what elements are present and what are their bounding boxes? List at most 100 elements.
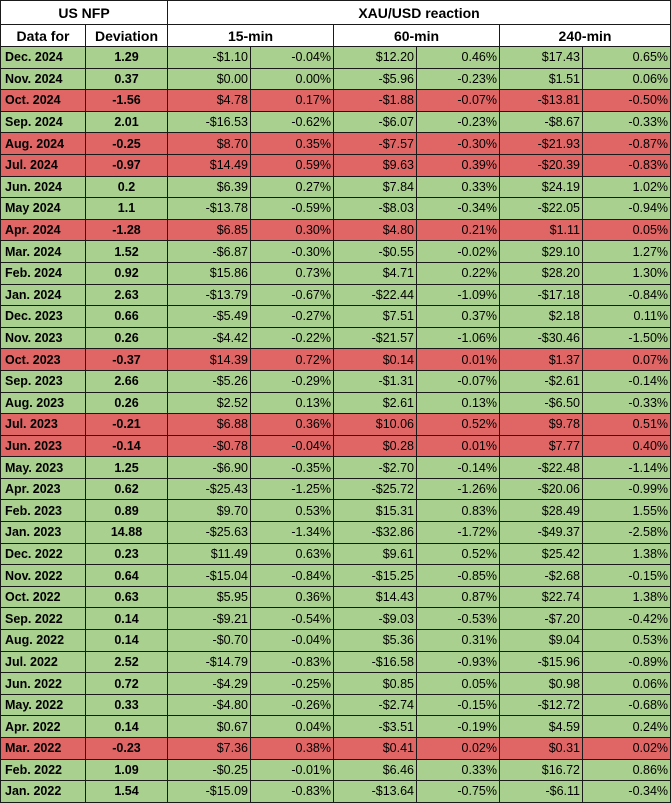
cell-15min-change: -$4.42 bbox=[167, 326, 251, 350]
cell-240min-percent: -0.68% bbox=[581, 693, 671, 717]
cell-15min-change: -$1.10 bbox=[167, 46, 251, 69]
cell-date: Sep. 2024 bbox=[0, 110, 86, 134]
cell-240min-percent: 0.53% bbox=[581, 629, 671, 652]
cell-60min-change: -$8.03 bbox=[333, 197, 417, 220]
cell-15min-change: $15.86 bbox=[167, 261, 251, 285]
cell-15min-change: -$13.78 bbox=[167, 197, 251, 220]
cell-60min-percent: -1.09% bbox=[416, 283, 500, 307]
table-row: Jun. 2023 -0.14 -$0.78 -0.04% $0.28 0.01% $7.7… bbox=[0, 434, 671, 458]
cell-deviation: 0.66 bbox=[85, 305, 168, 328]
cell-date: Jan. 2022 bbox=[0, 780, 86, 803]
cell-deviation: 0.92 bbox=[85, 261, 168, 285]
cell-15min-change: $14.39 bbox=[167, 348, 251, 371]
header-row-columns: Data for Deviation 15-min 60-min 240-min bbox=[0, 24, 671, 47]
cell-60min-change: -$2.74 bbox=[333, 693, 417, 717]
cell-60min-percent: 0.52% bbox=[416, 413, 500, 436]
cell-240min-change: $2.18 bbox=[499, 305, 583, 328]
cell-15min-percent: 0.72% bbox=[250, 348, 334, 371]
table-body: Dec. 2024 1.29 -$1.10 -0.04% $12.20 0.46% $17.… bbox=[0, 46, 671, 803]
col-header-date: Data for bbox=[0, 24, 86, 47]
cell-60min-change: $10.06 bbox=[333, 413, 417, 436]
cell-240min-change: $0.31 bbox=[499, 737, 583, 760]
cell-date: May. 2022 bbox=[0, 693, 86, 717]
cell-240min-percent: 1.27% bbox=[581, 240, 671, 263]
cell-240min-percent: 0.40% bbox=[581, 434, 671, 458]
cell-date: Mar. 2022 bbox=[0, 737, 86, 760]
cell-15min-change: -$5.26 bbox=[167, 369, 251, 393]
cell-240min-change: $17.43 bbox=[499, 46, 583, 69]
cell-240min-percent: 1.38% bbox=[581, 585, 671, 609]
cell-60min-percent: -0.75% bbox=[416, 780, 500, 803]
cell-240min-change: $1.11 bbox=[499, 218, 583, 242]
cell-240min-percent: 0.07% bbox=[581, 348, 671, 371]
cell-15min-percent: -0.01% bbox=[250, 758, 334, 782]
cell-15min-change: $2.52 bbox=[167, 391, 251, 415]
cell-date: Aug. 2022 bbox=[0, 629, 86, 652]
cell-date: Jul. 2023 bbox=[0, 413, 86, 436]
cell-240min-change: $28.20 bbox=[499, 261, 583, 285]
cell-deviation: 1.09 bbox=[85, 758, 168, 782]
cell-15min-change: -$5.49 bbox=[167, 305, 251, 328]
cell-240min-change: -$49.37 bbox=[499, 521, 583, 544]
cell-15min-change: -$0.25 bbox=[167, 758, 251, 782]
cell-60min-change: -$5.96 bbox=[333, 67, 417, 91]
cell-date: Dec. 2023 bbox=[0, 305, 86, 328]
cell-date: Jul. 2024 bbox=[0, 153, 86, 177]
cell-deviation: 2.52 bbox=[85, 650, 168, 674]
cell-60min-percent: -0.19% bbox=[416, 715, 500, 738]
cell-60min-change: -$21.57 bbox=[333, 326, 417, 350]
cell-240min-percent: 0.86% bbox=[581, 758, 671, 782]
cell-240min-change: $7.77 bbox=[499, 434, 583, 458]
cell-15min-percent: 0.53% bbox=[250, 499, 334, 523]
cell-60min-change: -$7.57 bbox=[333, 132, 417, 155]
cell-15min-change: $4.78 bbox=[167, 89, 251, 112]
cell-60min-percent: 0.37% bbox=[416, 305, 500, 328]
cell-240min-change: -$6.11 bbox=[499, 780, 583, 803]
cell-60min-percent: 0.02% bbox=[416, 737, 500, 760]
cell-60min-percent: -1.72% bbox=[416, 521, 500, 544]
cell-15min-percent: -0.84% bbox=[250, 564, 334, 587]
table-row: Sep. 2023 2.66 -$5.26 -0.29% -$1.31 -0.07% -$2… bbox=[0, 369, 671, 393]
cell-15min-change: -$15.09 bbox=[167, 780, 251, 803]
cell-240min-change: $16.72 bbox=[499, 758, 583, 782]
cell-240min-change: $25.42 bbox=[499, 542, 583, 566]
cell-date: Dec. 2024 bbox=[0, 46, 86, 69]
cell-deviation: -1.56 bbox=[85, 89, 168, 112]
cell-deviation: 2.01 bbox=[85, 110, 168, 134]
cell-240min-percent: -1.50% bbox=[581, 326, 671, 350]
cell-15min-percent: 0.27% bbox=[250, 175, 334, 199]
table-row: Nov. 2024 0.37 $0.00 0.00% -$5.96 -0.23% $1.51… bbox=[0, 67, 671, 91]
cell-deviation: 1.52 bbox=[85, 240, 168, 263]
cell-60min-change: $0.28 bbox=[333, 434, 417, 458]
table-row: Aug. 2023 0.26 $2.52 0.13% $2.61 0.13% -$6.50-… bbox=[0, 391, 671, 415]
cell-60min-change: -$15.25 bbox=[333, 564, 417, 587]
cell-240min-percent: -0.33% bbox=[581, 110, 671, 134]
cell-date: Nov. 2022 bbox=[0, 564, 86, 587]
cell-240min-change: -$17.18 bbox=[499, 283, 583, 307]
cell-15min-percent: 0.73% bbox=[250, 261, 334, 285]
table-row: May. 2023 1.25 -$6.90 -0.35% -$2.70 -0.14% -$2… bbox=[0, 456, 671, 479]
cell-240min-change: -$20.39 bbox=[499, 153, 583, 177]
cell-date: Aug. 2024 bbox=[0, 132, 86, 155]
cell-deviation: 0.14 bbox=[85, 629, 168, 652]
table-row: Jul. 2024 -0.97 $14.49 0.59% $9.63 0.39% -$20.… bbox=[0, 153, 671, 177]
cell-deviation: 1.25 bbox=[85, 456, 168, 479]
cell-15min-change: -$14.79 bbox=[167, 650, 251, 674]
cell-240min-change: -$22.05 bbox=[499, 197, 583, 220]
cell-60min-percent: -1.06% bbox=[416, 326, 500, 350]
cell-60min-percent: -0.34% bbox=[416, 197, 500, 220]
cell-date: Nov. 2024 bbox=[0, 67, 86, 91]
cell-15min-change: -$9.21 bbox=[167, 607, 251, 631]
cell-240min-percent: -0.94% bbox=[581, 197, 671, 220]
cell-15min-change: -$0.78 bbox=[167, 434, 251, 458]
cell-deviation: 0.14 bbox=[85, 607, 168, 631]
cell-240min-change: $9.04 bbox=[499, 629, 583, 652]
cell-60min-change: $14.43 bbox=[333, 585, 417, 609]
table-row: Feb. 2024 0.92 $15.86 0.73% $4.71 0.22% $28.20… bbox=[0, 261, 671, 285]
cell-240min-change: $0.98 bbox=[499, 672, 583, 695]
cell-60min-change: -$6.07 bbox=[333, 110, 417, 134]
cell-240min-change: -$7.20 bbox=[499, 607, 583, 631]
cell-60min-percent: -1.26% bbox=[416, 477, 500, 501]
cell-240min-change: -$6.50 bbox=[499, 391, 583, 415]
cell-15min-percent: -0.54% bbox=[250, 607, 334, 631]
